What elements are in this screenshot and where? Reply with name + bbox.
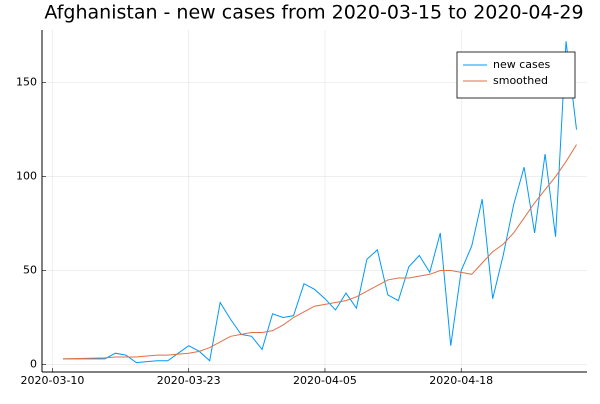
line <box>62 144 577 360</box>
x-tick-label: 2020-04-05 <box>293 374 357 387</box>
line <box>62 41 578 364</box>
y-tick-label: 100 <box>16 170 37 183</box>
x-tick-label: 2020-04-18 <box>429 374 493 387</box>
legend-label: new cases <box>493 58 551 71</box>
x-tick-label: 2020-03-10 <box>21 374 85 387</box>
legend: new cases smoothed <box>456 51 576 99</box>
legend-label: smoothed <box>493 74 548 87</box>
chart-title: Afghanistan - new cases from 2020-03-15 … <box>44 2 583 24</box>
y-tick-label: 50 <box>23 264 37 277</box>
legend-box <box>456 51 576 99</box>
y-tick-label: 0 <box>30 357 37 370</box>
y-tick-label: 150 <box>16 76 37 89</box>
x-tick-label: 2020-03-23 <box>157 374 221 387</box>
